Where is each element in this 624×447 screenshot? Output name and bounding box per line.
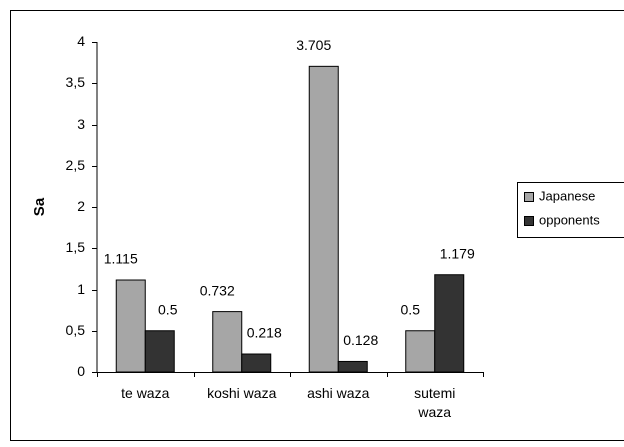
- bar: [337, 360, 368, 373]
- x-tick-label: te waza: [121, 385, 170, 401]
- bar: [308, 65, 339, 373]
- data-label: 0.5: [401, 301, 421, 317]
- y-tick-label: 2,5: [66, 157, 86, 173]
- x-tick-label: koshi waza: [207, 385, 277, 401]
- y-tick-label: 3,5: [66, 74, 86, 90]
- bar: [115, 279, 146, 373]
- y-tick-label: 4: [77, 33, 85, 49]
- x-tick-label: ashi waza: [307, 385, 370, 401]
- x-tick-label-box: ashi waza: [307, 385, 370, 401]
- legend-label: Japanese: [539, 188, 595, 203]
- data-label: 0.128: [343, 332, 378, 348]
- bar: [434, 274, 465, 373]
- legend-box: [517, 182, 624, 238]
- data-label: 0.732: [200, 282, 235, 298]
- x-tick-label-box: sutemi waza: [414, 385, 456, 420]
- bar: [144, 330, 175, 373]
- data-label: 3.705: [296, 37, 331, 53]
- data-label: 0.218: [247, 325, 282, 341]
- y-tick-label: 1,5: [66, 239, 86, 255]
- y-tick-label: 1: [77, 281, 85, 297]
- legend-swatch: [524, 216, 534, 226]
- legend-swatch: [524, 192, 534, 202]
- data-label: 1.179: [440, 245, 475, 261]
- y-tick-label: 3: [77, 116, 85, 132]
- bar: [405, 330, 436, 373]
- bar: [212, 311, 243, 373]
- y-tick-label: 0: [77, 363, 85, 379]
- data-label: 0.5: [158, 301, 178, 317]
- legend-label: opponents: [539, 212, 600, 227]
- data-label: 1.115: [104, 251, 138, 267]
- x-tick-label-box: te waza: [121, 385, 170, 401]
- y-axis-label: Sa: [31, 197, 48, 216]
- x-tick-label: sutemi waza: [414, 385, 456, 420]
- x-tick-label-box: koshi waza: [207, 385, 277, 401]
- y-tick-label: 0,5: [66, 322, 86, 338]
- bar: [241, 353, 272, 373]
- y-tick-label: 2: [77, 198, 85, 214]
